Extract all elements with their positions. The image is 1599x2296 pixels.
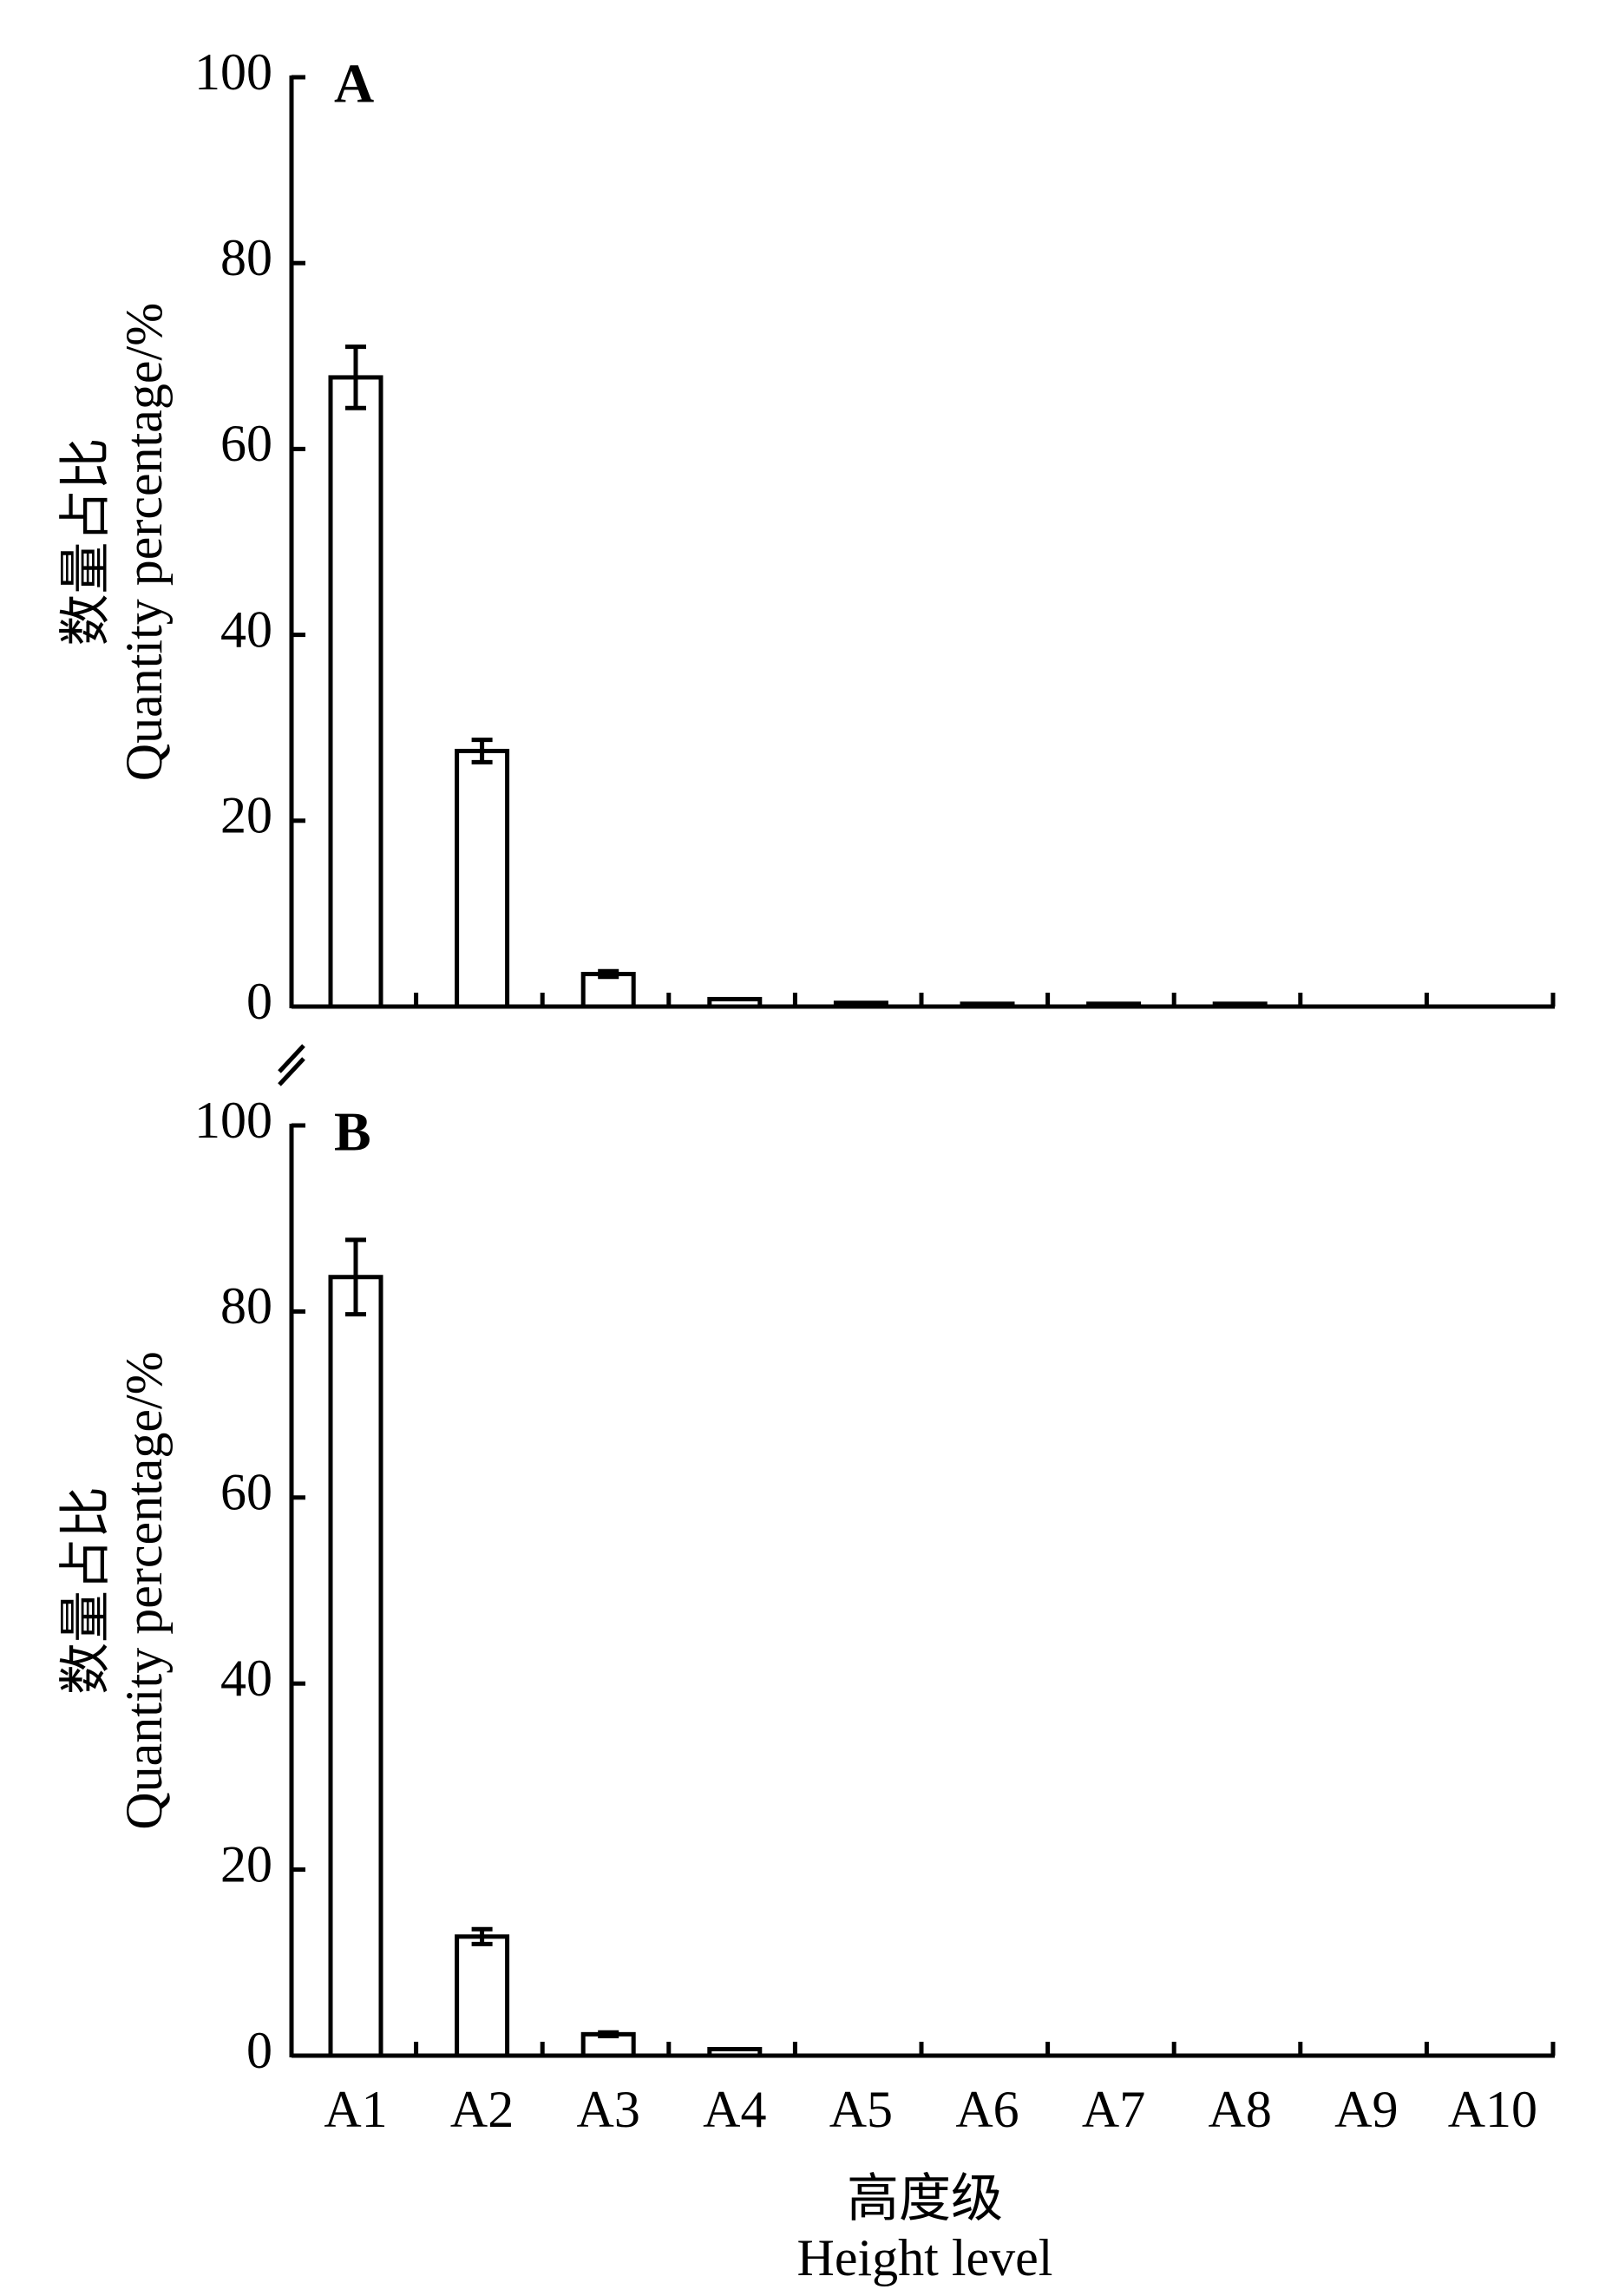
y-tick-label: 20 xyxy=(220,787,272,844)
bar xyxy=(960,1001,1015,1009)
y-tick-label: 100 xyxy=(194,43,272,101)
x-tick-label: A3 xyxy=(577,2081,640,2138)
x-tick-label: A7 xyxy=(1082,2081,1145,2138)
x-tick-label: A8 xyxy=(1209,2081,1272,2138)
y-axis-label: 数量占比 xyxy=(57,438,115,646)
x-axis-label: Height level xyxy=(797,2229,1053,2286)
x-tick-label: A5 xyxy=(829,2081,893,2138)
y-tick-label: 40 xyxy=(220,1650,272,1707)
bar xyxy=(1212,1001,1268,1009)
bar xyxy=(833,1000,888,1009)
x-axis-label: 高度级 xyxy=(847,2170,1003,2227)
bar xyxy=(455,748,510,1009)
y-tick-label: 80 xyxy=(220,229,272,286)
y-tick-label: 40 xyxy=(220,600,272,658)
y-axis-label: Quantity percentage/% xyxy=(115,303,173,781)
y-tick-label: 100 xyxy=(194,1092,272,1149)
y-tick-label: 80 xyxy=(220,1277,272,1335)
bar xyxy=(328,1275,383,2058)
bar xyxy=(580,972,636,1009)
y-tick-label: 20 xyxy=(220,1835,272,1893)
x-tick-label: A4 xyxy=(703,2081,766,2138)
y-tick-label: 60 xyxy=(220,1464,272,1521)
panel-label: B xyxy=(334,1101,371,1163)
x-tick-label: A9 xyxy=(1334,2081,1398,2138)
y-tick-label: 60 xyxy=(220,415,272,472)
bar xyxy=(328,375,383,1009)
axis-break xyxy=(278,1044,305,1086)
bar xyxy=(707,996,763,1009)
x-tick-label: A10 xyxy=(1448,2081,1537,2138)
bar xyxy=(1086,1001,1142,1009)
y-tick-label: 0 xyxy=(246,973,272,1030)
x-tick-label: A2 xyxy=(450,2081,514,2138)
y-axis-label: Quantity percentage/% xyxy=(115,1351,173,1829)
x-tick-label: A6 xyxy=(955,2081,1019,2138)
bar xyxy=(455,1934,510,2058)
x-tick-label: A1 xyxy=(324,2081,387,2138)
panel-label: A xyxy=(334,53,374,115)
bar xyxy=(707,2046,763,2058)
y-tick-label: 0 xyxy=(246,2022,272,2079)
y-axis-label: 数量占比 xyxy=(57,1486,115,1695)
